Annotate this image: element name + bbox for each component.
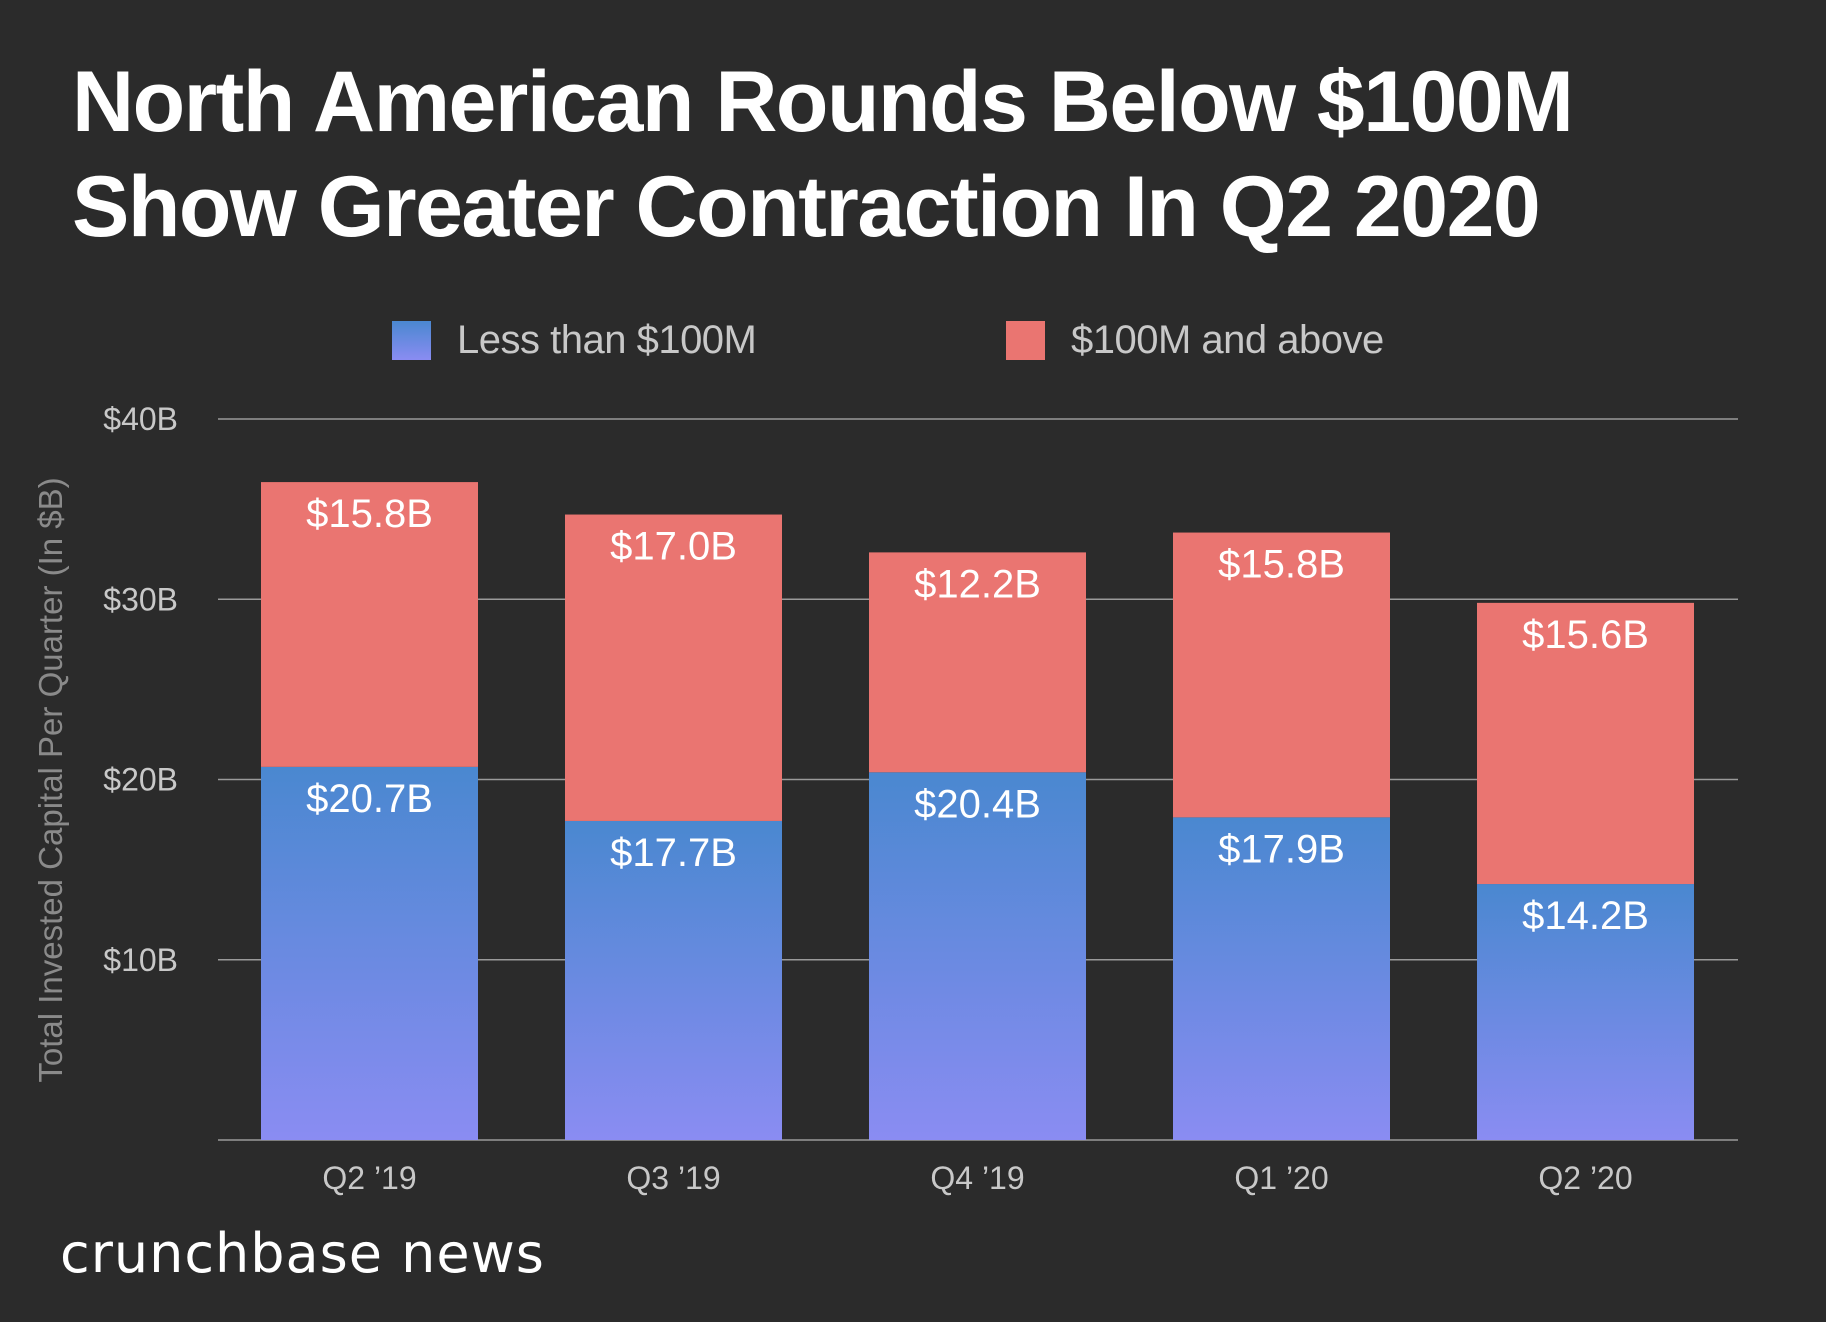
brand-logo: crunchbase news (60, 1222, 545, 1285)
legend-label-below-100m: Less than $100M (457, 318, 757, 362)
bar-segment-above-100m (1477, 602, 1694, 885)
data-label: $15.8B (1218, 543, 1345, 587)
legend-label-above-100m: $100M and above (1071, 318, 1384, 362)
bar-segment-below-100m (869, 772, 1086, 1140)
x-tick-label: Q1 ’20 (1234, 1160, 1328, 1196)
chart-title-line-1: North American Rounds Below $100M (72, 54, 1574, 150)
legend-swatch-above-100m (1006, 321, 1045, 360)
legend: Less than $100M $100M and above (0, 318, 1826, 362)
data-label: $20.7B (306, 777, 433, 821)
y-tick-label: $20B (103, 762, 178, 798)
data-label: $15.8B (306, 492, 433, 536)
chart-title: North American Rounds Below $100M Show G… (72, 50, 1574, 260)
bar-segment-below-100m (565, 820, 782, 1140)
bar-segment-below-100m (1173, 817, 1390, 1140)
legend-item-below-100m: Less than $100M (392, 318, 757, 363)
bar-segment-above-100m (261, 482, 478, 767)
y-tick-label: $30B (103, 581, 178, 617)
chart-title-line-2: Show Greater Contraction In Q2 2020 (72, 159, 1541, 255)
data-label: $17.7B (610, 831, 737, 875)
x-tick-label: Q4 ’19 (930, 1160, 1024, 1196)
y-axis-label: Total Invested Capital Per Quarter (In $… (32, 477, 69, 1082)
bars (261, 482, 1694, 1140)
legend-swatch-below-100m (392, 321, 431, 360)
bar-segment-above-100m (1173, 532, 1390, 818)
x-tick-label: Q2 ’20 (1538, 1160, 1632, 1196)
data-label: $17.9B (1218, 827, 1345, 871)
data-label: $17.0B (610, 525, 737, 569)
bar-segment-below-100m (261, 766, 478, 1140)
x-tick-label: Q2 ’19 (322, 1160, 416, 1196)
bar-segment-above-100m (869, 552, 1086, 773)
y-tick-label: $40B (103, 401, 178, 437)
data-label: $15.6B (1522, 613, 1649, 657)
labels: $10B $20B $30B $40B $20.7B $15.8B Q2 ’19 $17.7B… (103, 401, 1649, 1196)
y-tick-label: $10B (103, 942, 178, 978)
x-tick-label: Q3 ’19 (626, 1160, 720, 1196)
legend-item-above-100m: $100M and above (1006, 318, 1384, 363)
data-label: $14.2B (1522, 894, 1649, 938)
data-label: $20.4B (914, 782, 1041, 826)
bar-segment-below-100m (1477, 884, 1694, 1140)
bar-segment-above-100m (565, 514, 782, 821)
data-label: $12.2B (914, 562, 1041, 606)
